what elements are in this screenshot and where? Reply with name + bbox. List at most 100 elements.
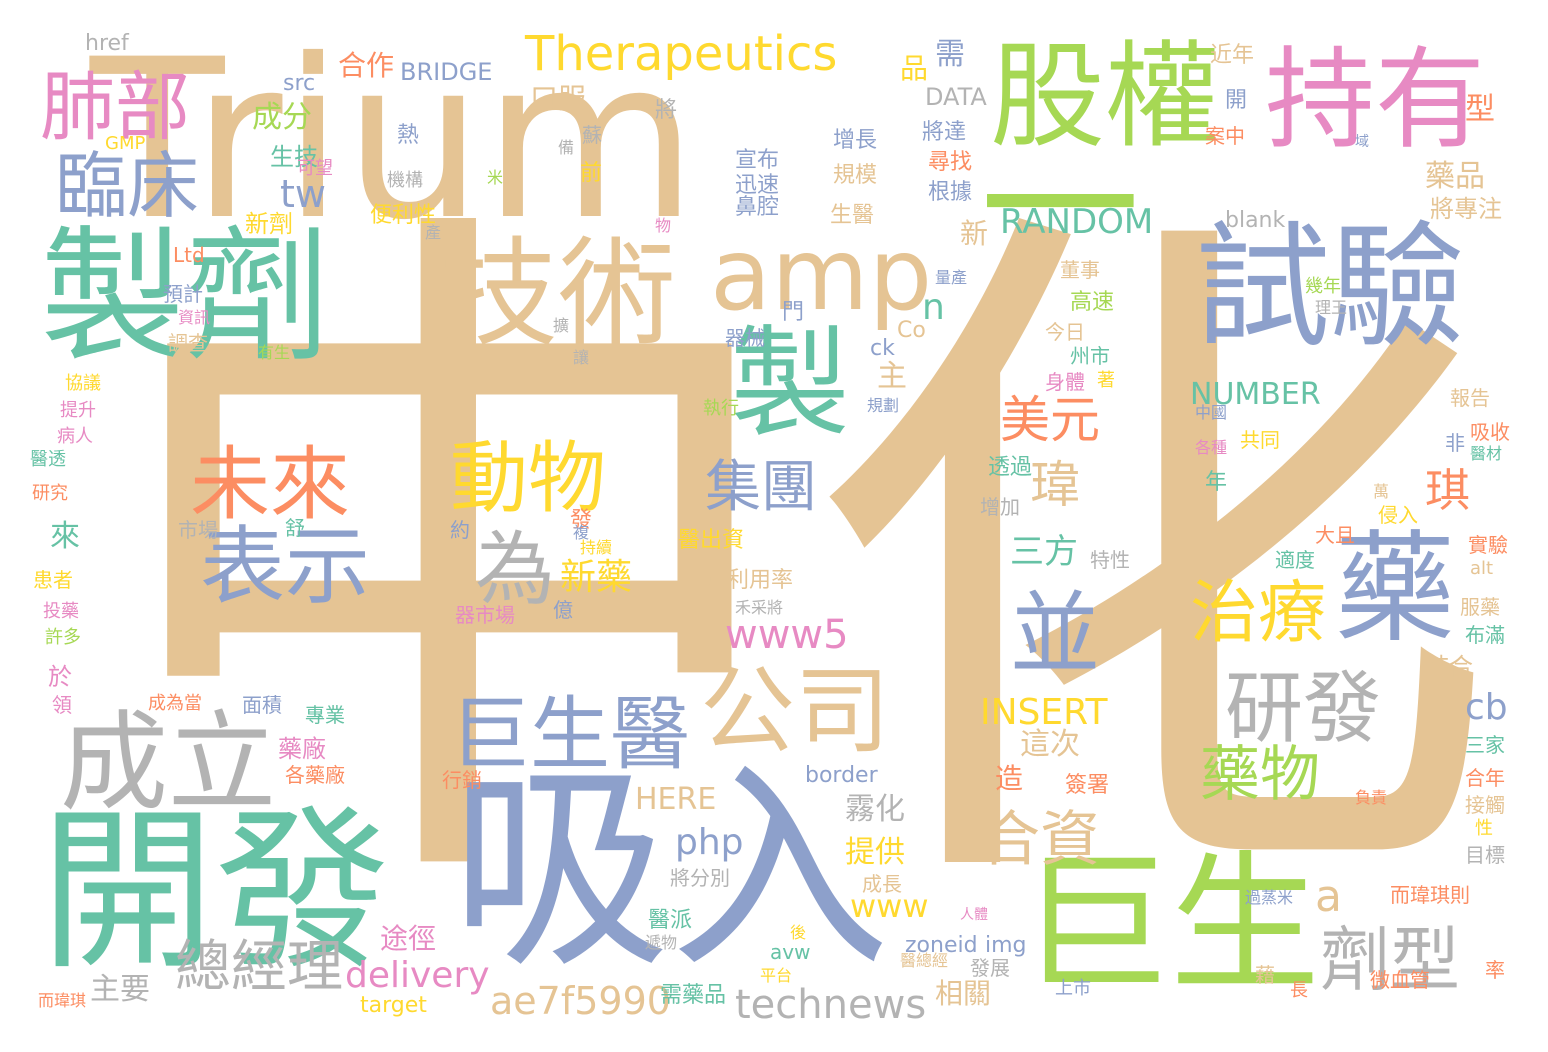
cloud-word: 實驗 [1468, 533, 1508, 557]
cloud-word: 藉 [1255, 963, 1275, 987]
cloud-word: 藥品 [1425, 159, 1485, 194]
cloud-word: 將 [655, 98, 678, 123]
cloud-word: 總經理 [175, 935, 343, 1000]
cloud-word: 霧化 [845, 792, 905, 827]
cloud-word: 醫材 [1470, 444, 1503, 463]
cloud-word: 門 [782, 300, 805, 325]
cloud-word: 成立 [60, 701, 277, 826]
cloud-word: 新藥 [560, 557, 633, 598]
cloud-word: 身體 [1045, 370, 1085, 394]
cloud-word: 器械 [725, 326, 765, 350]
cloud-word: zoneid [905, 933, 978, 958]
cloud-word: 機構 [387, 170, 423, 191]
cloud-word: 股權 [990, 30, 1221, 164]
cloud-word: 開 [1225, 88, 1248, 113]
cloud-word: 規劃 [867, 396, 900, 415]
cloud-word: 需藥品 [660, 983, 727, 1008]
cloud-word: 將分別 [670, 866, 730, 890]
cloud-word: 發 [570, 508, 593, 533]
cloud-word: 主 [877, 359, 907, 394]
cloud-word: 平台 [760, 966, 793, 985]
cloud-word: 醫透 [30, 449, 66, 470]
cloud-word: ck [870, 336, 895, 361]
cloud-word: 萬 [1373, 482, 1390, 501]
cloud-word: 並 [1010, 582, 1100, 687]
cloud-word: 量產 [935, 268, 968, 287]
cloud-word: 便利性 [370, 203, 437, 228]
cloud-word: 鼻腔 [735, 195, 780, 220]
cloud-word: 董事 [1060, 258, 1100, 282]
cloud-word: 禾采將 [735, 598, 784, 617]
cloud-word: www [850, 887, 929, 925]
cloud-word: Therapeutics [525, 26, 838, 82]
cloud-word: 病人 [57, 426, 93, 447]
cloud-word: 著 [1097, 370, 1115, 391]
cloud-word: 性 [1475, 818, 1493, 839]
cloud-word: 造 [995, 762, 1024, 795]
cloud-word: 需 [935, 37, 965, 72]
cloud-word: 集團 [705, 455, 817, 520]
cloud-word: 報告 [1450, 386, 1490, 410]
cloud-word: 幾年 [1305, 276, 1341, 297]
cloud-word: 協議 [65, 373, 101, 394]
cloud-word: 投藥 [43, 601, 79, 622]
cloud-word: 結合 [1425, 653, 1473, 681]
cloud-word: 途徑 [380, 922, 437, 955]
cloud-word: 醫出資 [678, 528, 745, 553]
cloud-word: delivery [345, 955, 490, 996]
cloud-word: 擴 [553, 316, 570, 335]
cloud-word: 專業 [305, 703, 345, 727]
cloud-word: 成長 [862, 872, 902, 896]
cloud-word: 藥廠 [278, 735, 326, 763]
cloud-word: 調查 [168, 331, 208, 355]
cloud-word: RANDOM [1000, 202, 1154, 242]
cloud-word: 品 [900, 52, 929, 85]
cloud-word: 表示 [200, 518, 371, 617]
cloud-word: 根據 [928, 180, 973, 205]
cloud-word: 器市場 [455, 603, 515, 627]
cloud-word: 三方 [1010, 532, 1078, 572]
cloud-word: 域 [1355, 134, 1369, 150]
cloud-word: 吸收 [1470, 420, 1510, 444]
cloud-word: 而瑋琪 [38, 991, 87, 1010]
cloud-word: 行銷 [442, 768, 482, 792]
cloud-word: 透過 [988, 455, 1033, 480]
cloud-word: 一 [980, 114, 1141, 301]
cloud-word: 億 [553, 598, 573, 622]
cloud-word: img [985, 933, 1027, 958]
cloud-word: 蘇 [582, 123, 602, 147]
cloud-word: 提升 [60, 400, 96, 421]
cloud-word: 吸入 [450, 742, 891, 998]
cloud-word: 資訊 [178, 308, 211, 327]
cloud-word: 患者 [33, 568, 73, 592]
cloud-word: 面積 [242, 693, 282, 717]
cloud-word: 適度 [1275, 548, 1315, 572]
cloud-word: 口服 [530, 82, 587, 115]
cloud-word: INSERT [980, 692, 1108, 733]
cloud-word: 共同 [1240, 428, 1280, 452]
cloud-word: 來 [50, 519, 80, 554]
cloud-word: 近年 [1210, 43, 1255, 68]
cloud-word: 瑋 [1030, 456, 1080, 514]
cloud-word: 負責 [1355, 788, 1388, 807]
cloud-word: www5 [725, 612, 849, 658]
cloud-word: 開發 [40, 791, 390, 994]
cloud-word: 增長 [833, 128, 878, 153]
cloud-word: 琪 [1425, 464, 1471, 517]
cloud-word: 有生 [258, 343, 291, 362]
cloud-word: 宣布 [735, 148, 780, 173]
cloud-word: cb [1465, 687, 1508, 728]
cloud-word: HERE [635, 782, 717, 817]
cloud-word: 後 [790, 923, 807, 942]
cloud-word: 簽署 [1065, 773, 1110, 798]
cloud-word: 熱 [397, 123, 420, 148]
cloud-word: 許多 [45, 627, 81, 648]
cloud-word: 今日 [1045, 320, 1085, 344]
cloud-word: 技術 [440, 225, 677, 363]
cloud-word: NUMBER [1190, 377, 1321, 412]
cloud-word: 米 [487, 168, 504, 187]
cloud-word: 規模 [833, 163, 878, 188]
cloud-word: 生醫 [830, 203, 875, 228]
cloud-word: 新劑 [245, 210, 293, 238]
